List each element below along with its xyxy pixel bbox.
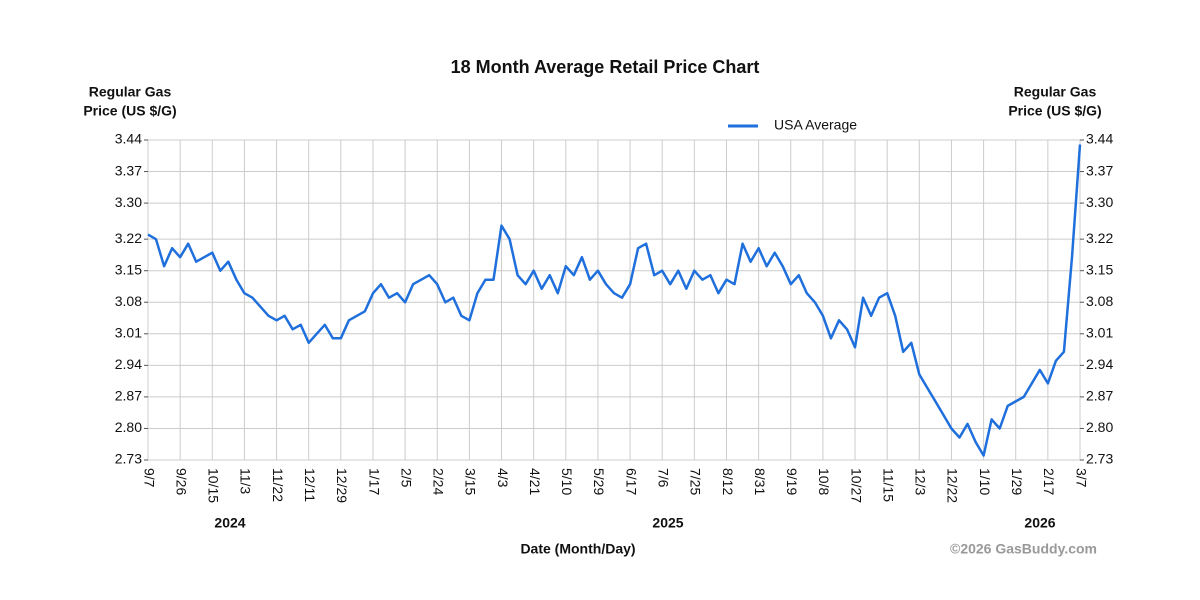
x-tick-label: 11/15	[880, 468, 896, 502]
x-tick-label: 9/26	[173, 468, 189, 495]
x-tick-label: 6/17	[623, 468, 639, 495]
y2-tick-label: 3.22	[1086, 230, 1113, 246]
y2-tick-label: 3.37	[1086, 162, 1113, 178]
x-tick-label: 7/25	[688, 468, 704, 495]
y-tick-label: 3.37	[115, 162, 142, 178]
y2-tick-label: 2.80	[1086, 419, 1113, 435]
y-tick-label: 3.01	[115, 325, 142, 341]
x-tick-label: 3/7	[1073, 468, 1089, 488]
y2-tick-label: 2.94	[1086, 356, 1113, 372]
year-label: 2025	[652, 515, 683, 531]
x-tick-label: 2/5	[398, 468, 414, 488]
x-tick-label: 1/10	[977, 468, 993, 495]
y-tick-label: 2.80	[115, 419, 142, 435]
year-label: 2024	[214, 515, 245, 531]
x-tick-label: 5/10	[559, 468, 575, 495]
y2-tick-label: 2.87	[1086, 388, 1113, 404]
credit: ©2026 GasBuddy.com	[950, 541, 1097, 557]
y-tick-label: 2.73	[115, 451, 142, 467]
y-tick-label: 3.08	[115, 293, 142, 309]
y-tick-label: 2.87	[115, 388, 142, 404]
y2-tick-label: 3.15	[1086, 261, 1113, 277]
x-tick-label: 4/21	[527, 468, 543, 495]
y-tick-label: 3.30	[115, 194, 142, 210]
x-tick-label: 8/12	[720, 468, 736, 495]
y-axis-label: Price (US $/G)	[83, 103, 176, 119]
x-tick-label: 11/3	[238, 468, 254, 494]
x-axis-label: Date (Month/Day)	[520, 541, 635, 557]
x-tick-label: 10/8	[816, 468, 832, 495]
y2-tick-label: 3.44	[1086, 131, 1113, 147]
y-axis-label: Regular Gas	[89, 84, 172, 100]
x-tick-label: 3/15	[463, 468, 479, 495]
x-tick-label: 9/19	[784, 468, 800, 495]
x-tick-label: 2/24	[431, 468, 447, 495]
x-tick-label: 1/29	[1009, 468, 1025, 495]
grid	[147, 139, 1081, 461]
y2-tick-label: 3.30	[1086, 194, 1113, 210]
plot-frame	[147, 139, 1081, 461]
y-tick-label: 3.22	[115, 230, 142, 246]
x-tick-label: 12/22	[945, 468, 961, 503]
x-tick-label: 8/31	[752, 468, 768, 495]
x-tick-label: 12/3	[913, 468, 929, 495]
x-tick-label: 9/7	[141, 468, 157, 488]
y-tick-label: 2.94	[115, 356, 142, 372]
y2-tick-label: 2.73	[1086, 451, 1113, 467]
y2-tick-label: 3.08	[1086, 293, 1113, 309]
x-tick-label: 10/27	[848, 468, 864, 503]
x-tick-label: 10/15	[206, 468, 222, 503]
x-tick-label: 1/17	[366, 468, 382, 495]
x-tick-label: 12/29	[334, 468, 350, 503]
chart-title: 18 Month Average Retail Price Chart	[451, 57, 760, 77]
legend-label: USA Average	[774, 117, 857, 133]
x-tick-label: 11/22	[270, 468, 286, 502]
y-tick-label: 3.44	[115, 131, 142, 147]
x-tick-label: 12/11	[302, 468, 318, 502]
y2-axis-label: Price (US $/G)	[1008, 103, 1101, 119]
x-tick-label: 2/17	[1041, 468, 1057, 495]
x-tick-label: 7/6	[656, 468, 672, 488]
year-label: 2026	[1024, 515, 1055, 531]
y2-tick-label: 3.01	[1086, 325, 1113, 341]
y-tick-label: 3.15	[115, 261, 142, 277]
y2-axis-label: Regular Gas	[1014, 84, 1097, 100]
x-tick-label: 4/3	[495, 468, 511, 488]
x-tick-label: 5/29	[591, 468, 607, 495]
line-series	[147, 144, 1082, 457]
